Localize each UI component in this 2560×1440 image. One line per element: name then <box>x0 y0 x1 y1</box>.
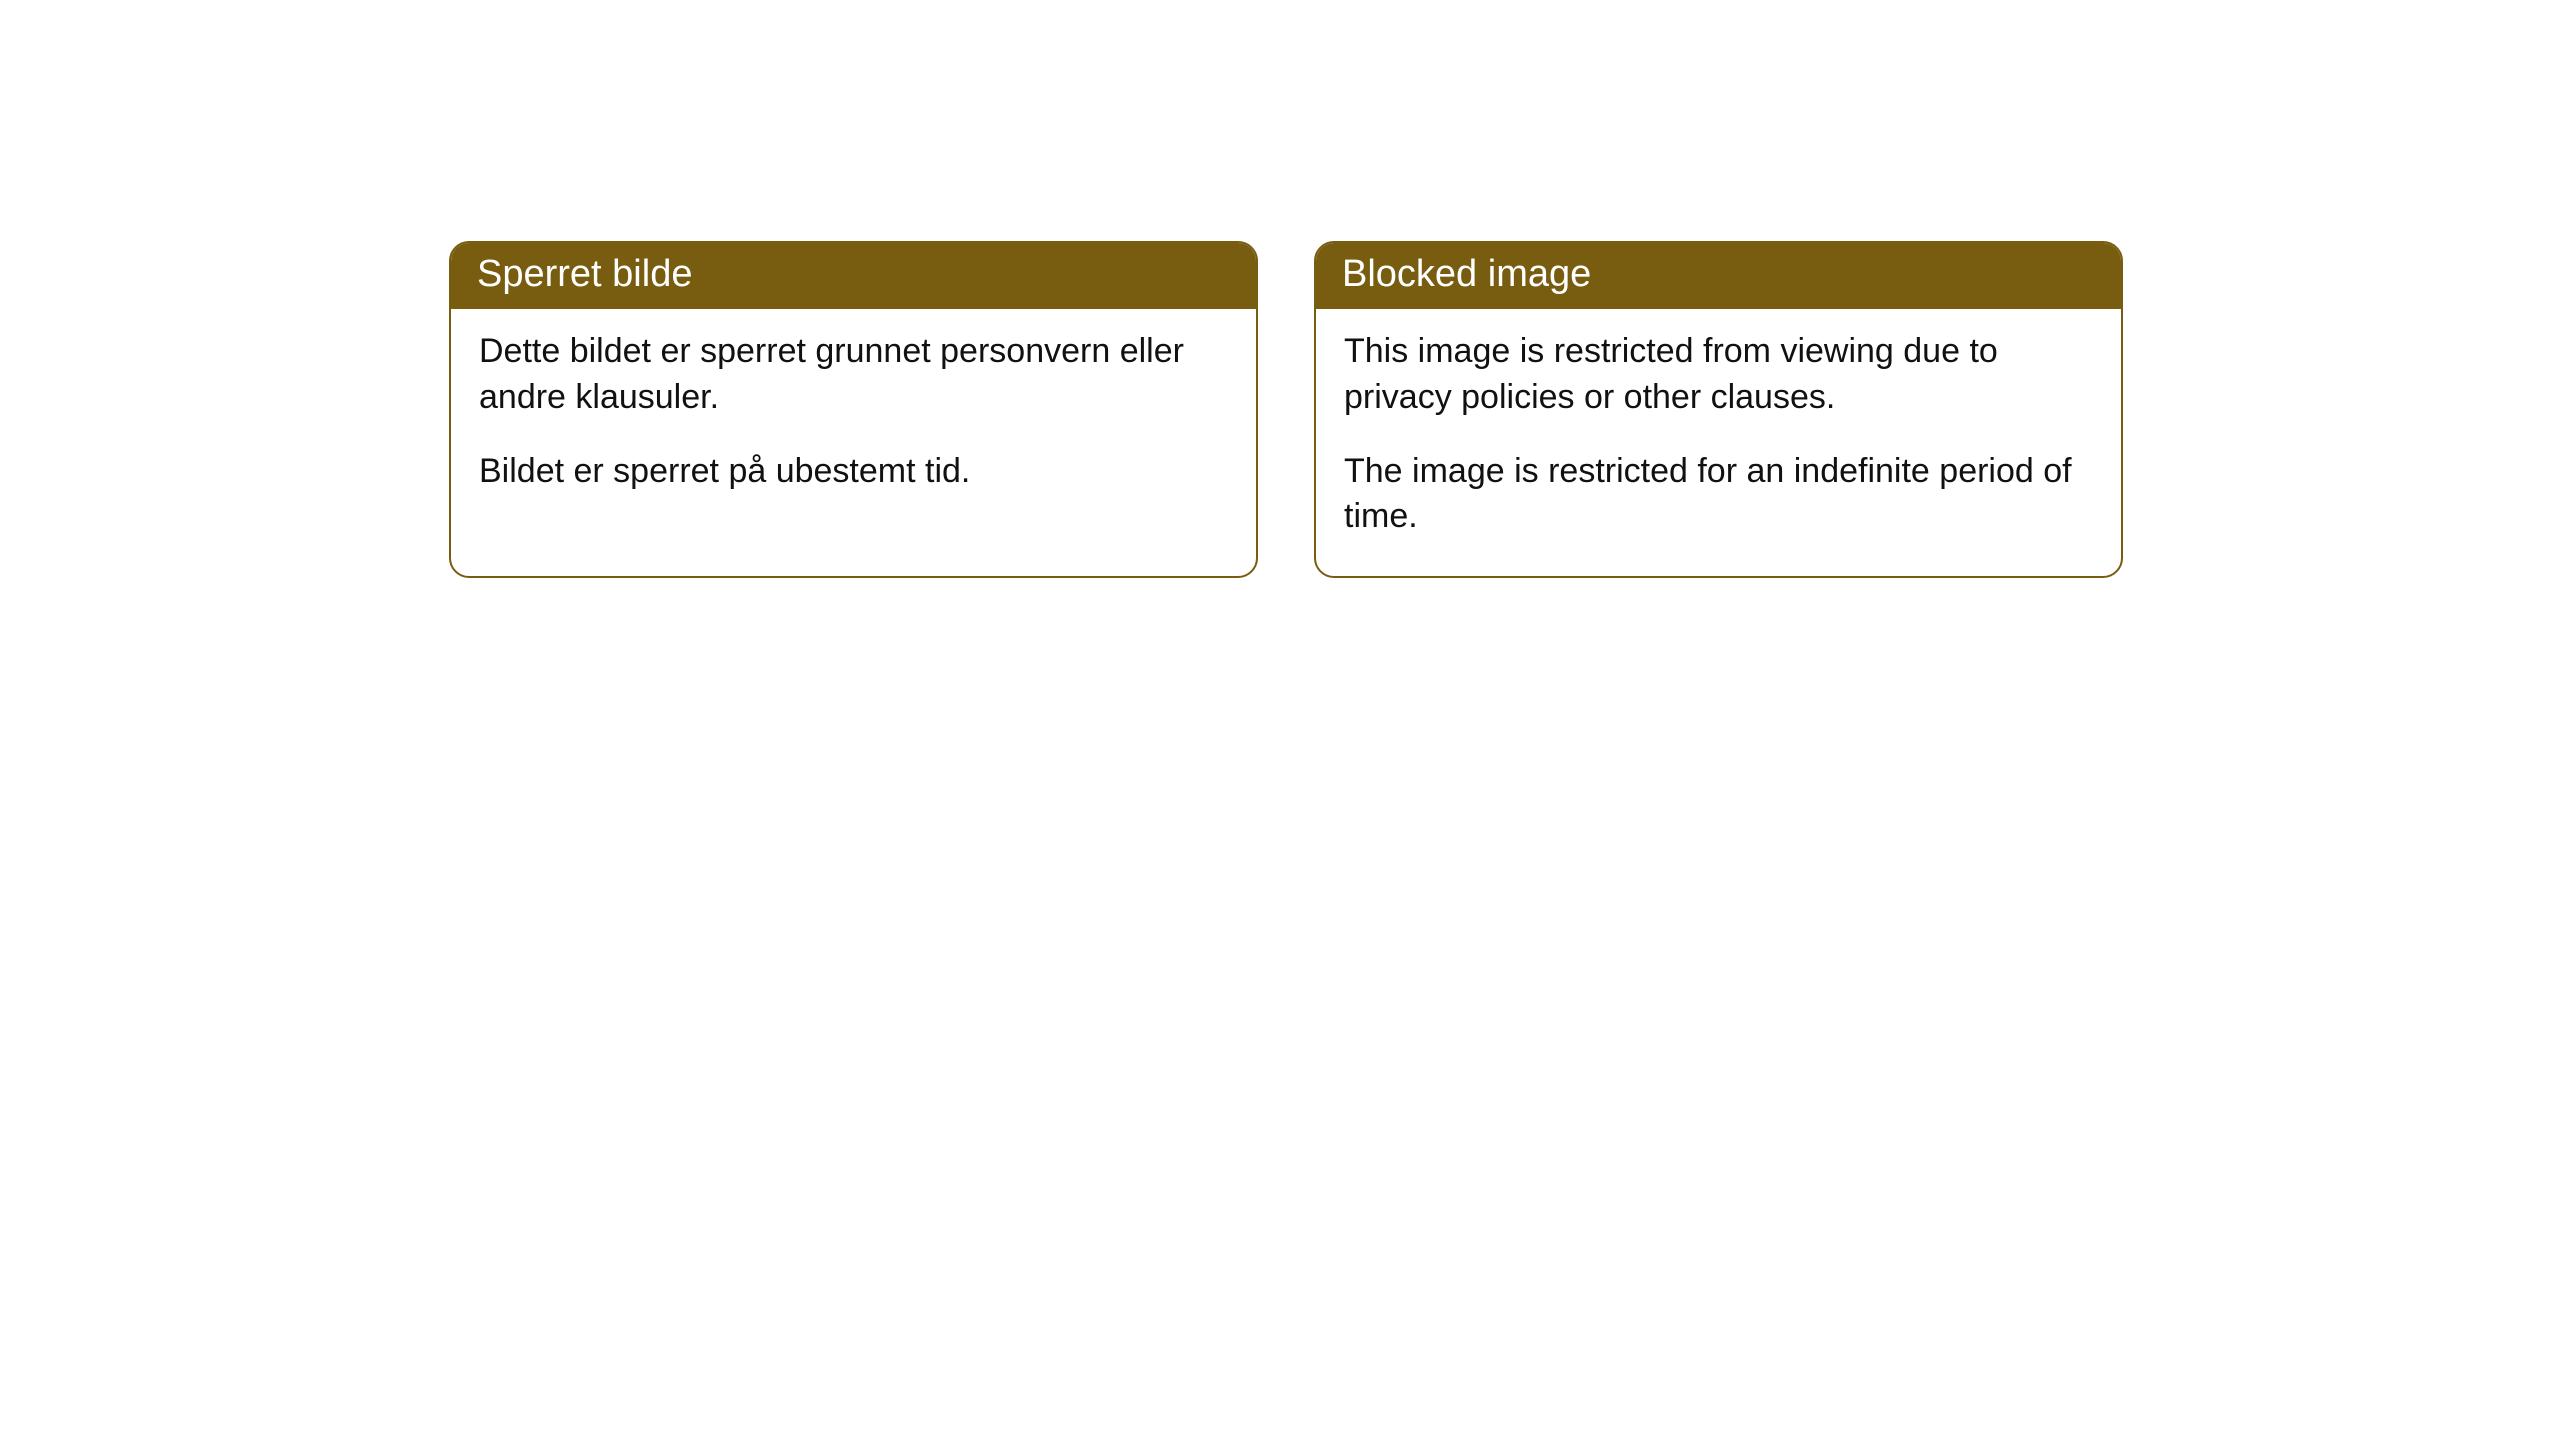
card-title-no: Sperret bilde <box>451 243 1256 309</box>
blocked-image-card-no: Sperret bilde Dette bildet er sperret gr… <box>449 241 1258 578</box>
card-body-no: Dette bildet er sperret grunnet personve… <box>451 309 1256 531</box>
notice-row: Sperret bilde Dette bildet er sperret gr… <box>0 0 2560 578</box>
card-body-en: This image is restricted from viewing du… <box>1316 309 2121 577</box>
blocked-image-card-en: Blocked image This image is restricted f… <box>1314 241 2123 578</box>
card-text-no-1: Dette bildet er sperret grunnet personve… <box>479 329 1228 421</box>
card-title-en: Blocked image <box>1316 243 2121 309</box>
card-text-no-2: Bildet er sperret på ubestemt tid. <box>479 449 1228 495</box>
card-text-en-1: This image is restricted from viewing du… <box>1344 329 2093 421</box>
card-text-en-2: The image is restricted for an indefinit… <box>1344 449 2093 541</box>
